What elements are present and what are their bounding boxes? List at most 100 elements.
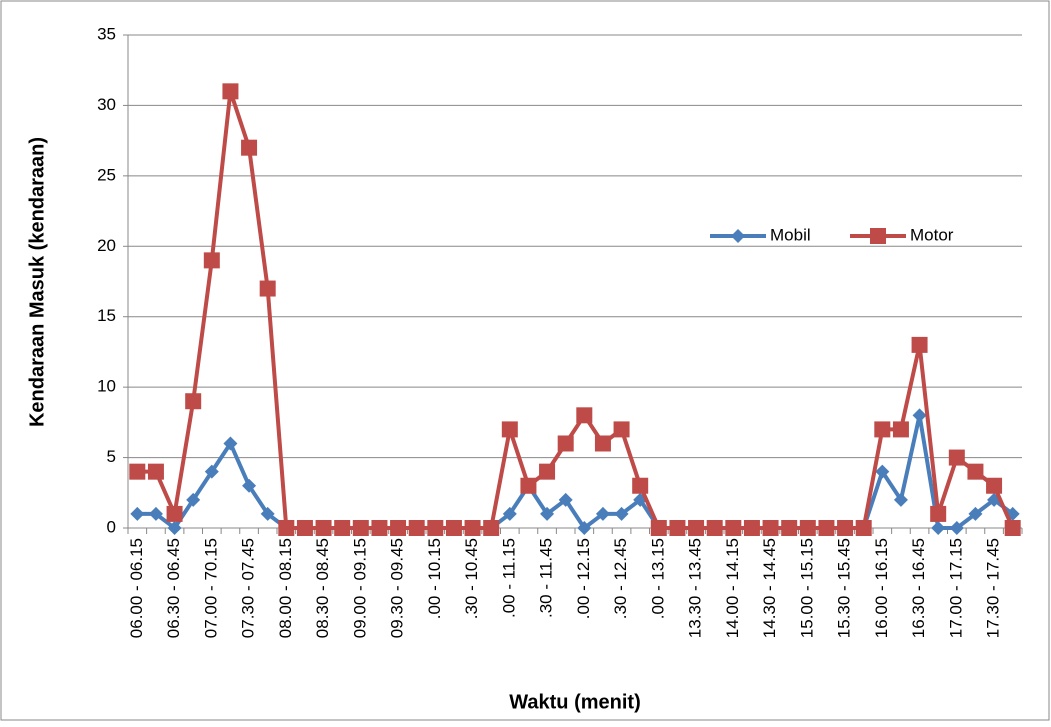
marker xyxy=(799,520,816,536)
x-tick-label: 14.30 - 14.45 xyxy=(760,538,779,638)
x-tick-label: 16.30 - 16.45 xyxy=(909,538,928,638)
marker xyxy=(147,463,164,480)
marker xyxy=(315,520,332,536)
marker xyxy=(632,477,649,494)
x-tick-label: 15.00 - 15.15 xyxy=(797,538,816,638)
marker xyxy=(874,421,891,438)
marker xyxy=(875,464,890,479)
marker xyxy=(334,520,351,536)
marker xyxy=(706,520,723,536)
marker xyxy=(613,421,630,438)
marker xyxy=(731,229,745,243)
y-axis-title: Kendaraan Masuk (kendaraan) xyxy=(26,137,48,427)
marker xyxy=(576,407,593,424)
marker xyxy=(557,435,574,452)
marker xyxy=(242,478,257,493)
marker xyxy=(445,520,462,536)
x-axis-title: Waktu (menit) xyxy=(509,691,640,713)
marker xyxy=(781,520,798,536)
marker xyxy=(148,506,163,521)
marker xyxy=(558,492,573,507)
marker xyxy=(540,506,555,521)
x-tick-label: 17.00 - 17.15 xyxy=(946,538,965,638)
x-tick-label: 17.30 - 17.45 xyxy=(984,538,1003,638)
marker xyxy=(577,521,592,535)
marker xyxy=(204,464,219,479)
x-tick-label: 07.00 - 70.15 xyxy=(201,538,220,638)
marker xyxy=(893,492,908,507)
marker xyxy=(390,520,407,536)
marker xyxy=(986,477,1003,494)
y-tick-label: 0 xyxy=(107,517,116,536)
marker xyxy=(688,520,705,536)
marker xyxy=(502,506,517,521)
marker xyxy=(278,520,295,536)
x-tick-label: 06.30 - 06.45 xyxy=(164,538,183,638)
x-tick-label: .00 - 13.15 xyxy=(648,538,667,619)
marker xyxy=(186,492,201,507)
y-tick-label: 25 xyxy=(97,165,116,184)
marker xyxy=(968,506,983,521)
x-tick-label: .30 - 12.45 xyxy=(611,538,630,619)
marker xyxy=(855,520,872,536)
marker xyxy=(912,408,927,423)
marker xyxy=(203,252,220,269)
marker xyxy=(614,506,629,521)
marker xyxy=(762,520,779,536)
marker xyxy=(352,520,369,536)
marker xyxy=(167,521,182,535)
x-tick-label: 09.00 - 09.15 xyxy=(350,538,369,638)
y-tick-label: 35 xyxy=(97,24,116,43)
marker xyxy=(949,521,964,535)
legend-label: Motor xyxy=(910,225,954,244)
x-tick-label: .00 - 10.15 xyxy=(425,538,444,619)
marker xyxy=(911,336,928,353)
marker xyxy=(1004,520,1021,536)
legend-label: Mobil xyxy=(770,225,811,244)
marker xyxy=(464,520,481,536)
x-tick-label: .00 - 12.15 xyxy=(574,538,593,619)
marker xyxy=(595,506,610,521)
marker xyxy=(520,477,537,494)
marker xyxy=(185,393,202,410)
marker xyxy=(371,520,388,536)
marker xyxy=(948,449,965,466)
marker xyxy=(539,463,556,480)
marker xyxy=(650,520,667,536)
marker xyxy=(743,520,760,536)
marker xyxy=(260,506,275,521)
x-tick-label: 16.00 - 16.15 xyxy=(872,538,891,638)
marker xyxy=(483,520,500,536)
marker xyxy=(259,280,276,297)
marker xyxy=(427,520,444,536)
marker xyxy=(129,463,146,480)
marker xyxy=(837,520,854,536)
x-tick-label: 08.00 - 08.15 xyxy=(276,538,295,638)
y-tick-label: 5 xyxy=(107,447,116,466)
marker xyxy=(818,520,835,536)
x-tick-label: 14.00 - 14.15 xyxy=(723,538,742,638)
x-tick-label: 08.30 - 08.45 xyxy=(313,538,332,638)
x-tick-label: .30 - 10.45 xyxy=(462,538,481,619)
y-tick-label: 30 xyxy=(97,95,116,114)
y-tick-label: 10 xyxy=(97,377,116,396)
x-tick-label: 06.00 - 06.15 xyxy=(127,538,146,638)
marker xyxy=(296,520,313,536)
marker xyxy=(892,421,909,438)
marker xyxy=(408,520,425,536)
y-tick-label: 20 xyxy=(97,236,116,255)
x-tick-label: .00 - 11.15 xyxy=(499,538,518,618)
series-line xyxy=(137,89,1015,530)
marker xyxy=(669,520,686,536)
x-tick-label: 07.30 - 07.45 xyxy=(239,538,258,638)
y-tick-label: 15 xyxy=(97,306,116,325)
x-tick-label: .30 - 11.45 xyxy=(537,538,556,618)
marker xyxy=(130,506,145,521)
x-tick-label: 13.30 - 13.45 xyxy=(686,538,705,638)
marker xyxy=(594,435,611,452)
marker xyxy=(725,520,742,536)
marker xyxy=(241,139,258,156)
marker xyxy=(870,228,886,244)
x-tick-label: 09.30 - 09.45 xyxy=(388,538,407,638)
